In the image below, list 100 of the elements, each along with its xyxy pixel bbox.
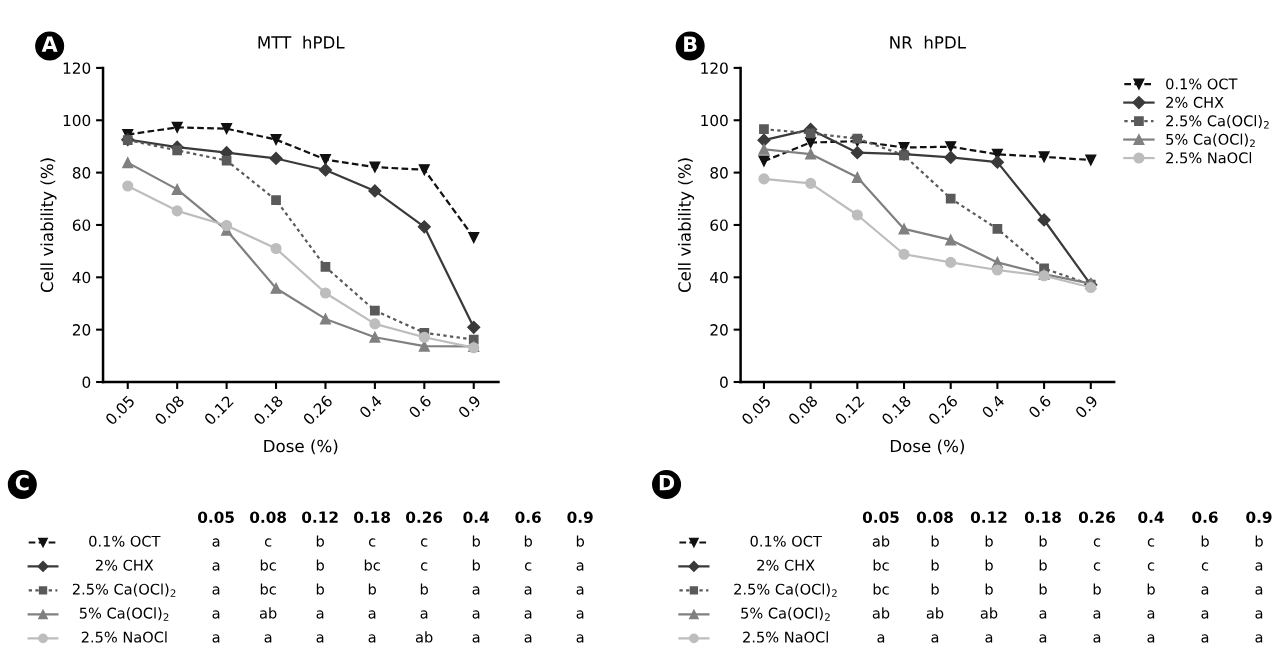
- text: a: [472, 634, 480, 643]
- y-tick-label: 40: [710, 271, 728, 284]
- text: a: [1201, 634, 1209, 643]
- x-axis-title: Dose (%): [890, 439, 964, 455]
- category-label: 0.9: [1246, 511, 1272, 523]
- text: a: [212, 634, 220, 643]
- text: a: [212, 586, 220, 595]
- text: b: [1093, 583, 1101, 595]
- text: bc: [873, 559, 889, 571]
- y-tick-label: 0: [720, 376, 728, 389]
- text: a: [1255, 586, 1263, 595]
- y-tick-label: 60: [72, 219, 91, 231]
- text: ab: [415, 631, 433, 643]
- category-label: 0.26: [406, 511, 443, 523]
- text: b: [1039, 535, 1047, 547]
- text: b: [1255, 535, 1263, 547]
- category-label: 0.12: [302, 511, 338, 523]
- category-label: 0.18: [354, 511, 391, 523]
- y-tick-label: 120: [63, 62, 91, 74]
- text: bc: [873, 583, 889, 595]
- category-label: 0.4: [463, 511, 489, 523]
- text: c: [524, 562, 532, 571]
- text: bc: [364, 559, 380, 571]
- text: B: [684, 36, 697, 52]
- text: a: [576, 562, 584, 571]
- text: a: [316, 610, 324, 619]
- text: b: [316, 535, 324, 547]
- text: b: [472, 559, 480, 571]
- text: b: [316, 583, 324, 595]
- text: c: [1201, 562, 1209, 571]
- y-axis-title: Cell viability (%): [677, 158, 695, 293]
- x-tick-label: 0.6: [1027, 394, 1052, 419]
- text: a: [1255, 562, 1263, 571]
- text: a: [1201, 586, 1209, 595]
- text: a: [1039, 610, 1047, 619]
- text: a: [576, 610, 584, 619]
- category-label: 2.5% NaOCl: [81, 631, 167, 643]
- text: a: [212, 538, 220, 547]
- y-tick-label: 80: [710, 167, 728, 179]
- category-label: 2.5% Ca(OCl)$_{2}$: [72, 583, 176, 597]
- text: a: [1147, 610, 1155, 619]
- category-label: 0.08: [916, 511, 953, 523]
- text: b: [368, 583, 376, 595]
- text: b: [931, 559, 939, 571]
- y-tick-label: 100: [63, 114, 91, 127]
- y-tick-label: 20: [72, 324, 91, 336]
- x-tick-label: 0.9: [457, 394, 482, 419]
- text: ab: [872, 607, 890, 619]
- text: b: [1039, 559, 1047, 571]
- text: a: [1093, 634, 1101, 643]
- category-label: 2% CHX: [95, 559, 154, 571]
- category-label: 0.05: [198, 511, 234, 523]
- text: c: [1147, 538, 1155, 547]
- legend-label: 0.1% OCT: [1166, 78, 1238, 90]
- text: C: [15, 474, 29, 491]
- category-label: 2.5% Ca(OCl)$_{2}$: [734, 583, 837, 597]
- text: b: [985, 559, 993, 571]
- category-label: 0.08: [250, 511, 287, 523]
- y-tick-label: 120: [701, 62, 728, 74]
- text: a: [576, 634, 584, 643]
- category-label: 0.4: [1138, 511, 1164, 523]
- text: b: [472, 535, 480, 547]
- text: a: [264, 634, 272, 643]
- text: a: [1201, 610, 1209, 619]
- chart-title: NR hPDL: [890, 35, 966, 49]
- text: b: [524, 535, 532, 547]
- legend-label: 2.5% Ca(OCl)$_{2}$: [1166, 115, 1269, 129]
- text: c: [1147, 562, 1155, 571]
- text: c: [1093, 562, 1101, 571]
- text: c: [1093, 538, 1101, 547]
- text: ab: [980, 607, 998, 619]
- text: a: [420, 610, 428, 619]
- text: b: [1201, 535, 1209, 547]
- text: a: [931, 634, 939, 643]
- text: b: [985, 583, 993, 595]
- category-label: 2% CHX: [757, 559, 815, 571]
- text: a: [524, 610, 532, 619]
- y-tick-label: 40: [72, 271, 91, 284]
- text: a: [576, 586, 584, 595]
- legend-label: 2.5% NaOCl: [1166, 152, 1252, 164]
- category-label: 0.1% OCT: [89, 535, 161, 547]
- x-tick-label: 0.9: [1074, 394, 1099, 419]
- text: b: [1147, 583, 1155, 595]
- text: c: [368, 538, 376, 547]
- text: a: [524, 634, 532, 643]
- category-label: 0.9: [567, 511, 593, 523]
- category-label: 0.6: [515, 511, 541, 523]
- text: a: [1255, 634, 1263, 643]
- category-label: 2.5% NaOCl: [743, 631, 828, 643]
- category-label: 5% Ca(OCl)$_{2}$: [741, 607, 830, 621]
- text: ab: [259, 607, 277, 619]
- y-tick-label: 100: [701, 114, 728, 127]
- text: a: [985, 634, 993, 643]
- legend-label: 2% CHX: [1166, 96, 1224, 108]
- category-label: 0.26: [1078, 511, 1116, 523]
- text: a: [524, 586, 532, 595]
- text: a: [368, 634, 376, 643]
- category-label: 0.6: [1192, 511, 1218, 523]
- text: bc: [260, 559, 276, 571]
- x-tick-label: 0.4: [358, 394, 383, 419]
